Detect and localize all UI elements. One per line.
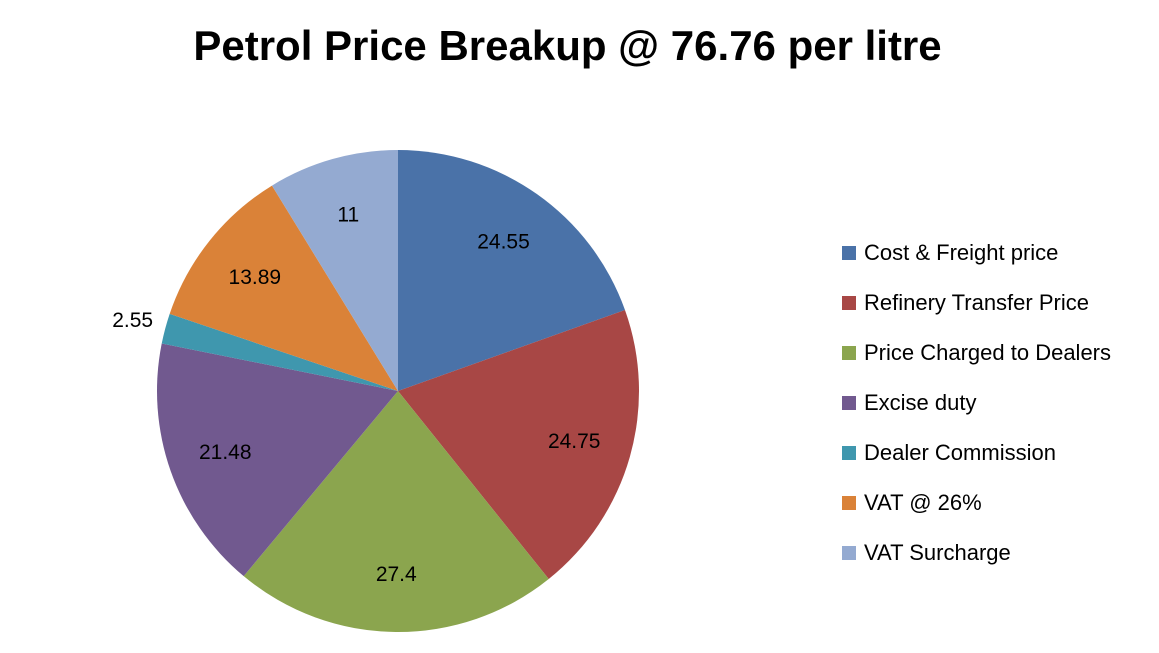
legend-item: Refinery Transfer Price <box>842 278 1111 328</box>
data-label: 24.75 <box>548 430 601 453</box>
data-label: 24.55 <box>477 230 530 253</box>
legend-label: Excise duty <box>864 390 977 415</box>
legend-swatch <box>842 246 856 260</box>
data-label: 11 <box>337 204 359 227</box>
pie-slice <box>271 150 398 391</box>
data-label: 27.4 <box>376 563 417 586</box>
pie-slice <box>398 150 625 391</box>
legend-item: VAT @ 26% <box>842 478 1111 528</box>
data-label: 2.55 <box>112 309 153 332</box>
legend-item: Dealer Commission <box>842 428 1111 478</box>
legend-swatch <box>842 546 856 560</box>
legend-swatch <box>842 496 856 510</box>
data-label: 13.89 <box>229 266 282 289</box>
legend-swatch <box>842 446 856 460</box>
data-label: 21.48 <box>199 441 252 464</box>
legend-item: Excise duty <box>842 378 1111 428</box>
legend-swatch <box>842 296 856 310</box>
pie-slice <box>169 185 398 391</box>
legend-item: Price Charged to Dealers <box>842 328 1111 378</box>
pie-slice <box>243 391 549 633</box>
legend-label: Dealer Commission <box>864 440 1056 465</box>
pie-slice <box>157 343 398 577</box>
legend: Cost & Freight price Refinery Transfer Pr… <box>842 228 1111 578</box>
legend-label: Refinery Transfer Price <box>864 290 1089 315</box>
chart-title: Petrol Price Breakup @ 76.76 per litre <box>193 22 942 69</box>
legend-label: Price Charged to Dealers <box>864 340 1112 365</box>
pie-slice <box>161 313 398 391</box>
pie-slice <box>398 309 639 580</box>
legend-label: Cost & Freight price <box>864 240 1059 265</box>
legend-item: Cost & Freight price <box>842 228 1111 278</box>
legend-swatch <box>842 396 856 410</box>
legend-label: VAT Surcharge <box>864 540 1011 565</box>
legend-swatch <box>842 346 856 360</box>
legend-item: VAT Surcharge <box>842 528 1111 578</box>
legend-label: VAT @ 26% <box>864 490 982 515</box>
